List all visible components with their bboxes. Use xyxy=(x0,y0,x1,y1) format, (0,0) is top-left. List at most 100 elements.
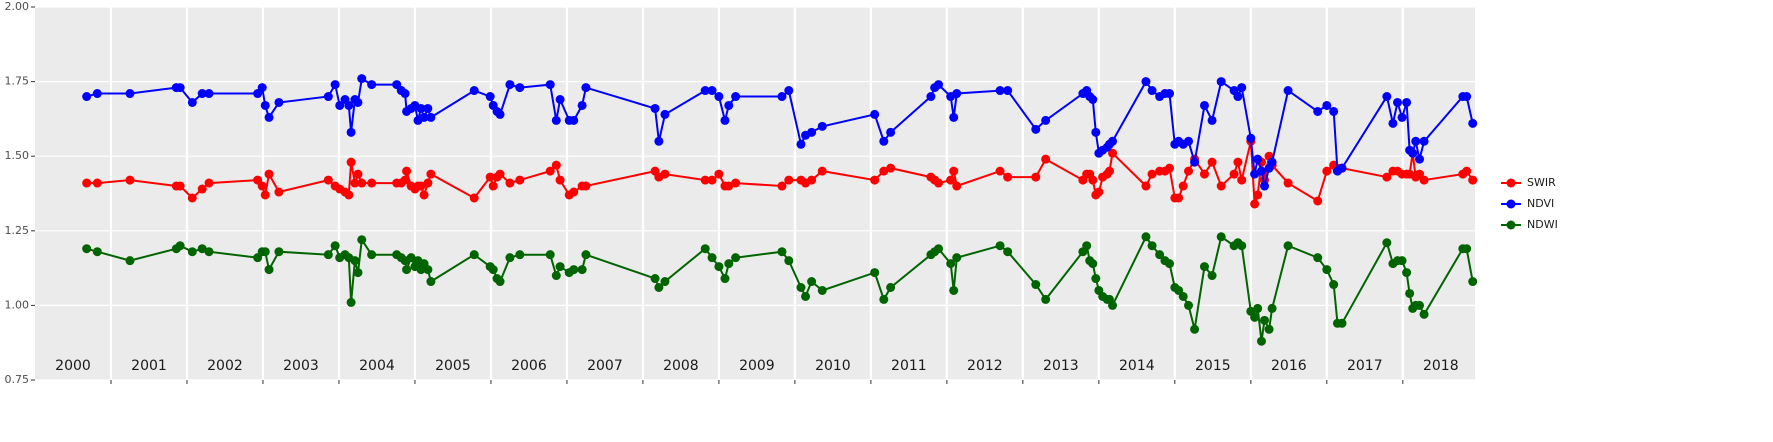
point xyxy=(260,100,270,110)
point xyxy=(1462,92,1472,102)
point xyxy=(777,181,787,191)
point xyxy=(1147,86,1157,96)
year-label: 2001 xyxy=(131,358,167,374)
point xyxy=(1216,232,1226,242)
point xyxy=(1190,324,1200,334)
point xyxy=(569,187,579,197)
point xyxy=(1322,100,1332,110)
point xyxy=(1155,250,1165,260)
point xyxy=(700,175,710,185)
point xyxy=(82,92,92,102)
point xyxy=(886,282,896,292)
point xyxy=(1178,181,1188,191)
point xyxy=(1088,259,1098,269)
point xyxy=(515,83,525,93)
point xyxy=(555,95,565,105)
point xyxy=(505,80,515,90)
point xyxy=(1337,318,1347,328)
point xyxy=(1468,118,1478,128)
point xyxy=(1388,118,1398,128)
point xyxy=(995,166,1005,176)
point xyxy=(92,247,102,257)
point xyxy=(367,250,377,260)
point xyxy=(1233,92,1243,102)
point xyxy=(1283,241,1293,251)
point xyxy=(1031,124,1041,134)
point xyxy=(934,178,944,188)
point xyxy=(515,175,525,185)
point xyxy=(1267,157,1277,167)
point xyxy=(714,262,724,272)
point xyxy=(777,247,787,257)
point xyxy=(204,89,214,99)
point xyxy=(660,169,670,179)
point xyxy=(1174,193,1184,203)
y-tick-label: 1.25 xyxy=(5,224,30,237)
point xyxy=(946,259,956,269)
point xyxy=(1397,256,1407,266)
point xyxy=(1216,77,1226,87)
point xyxy=(807,127,817,137)
point xyxy=(469,86,479,96)
point xyxy=(551,115,561,125)
point xyxy=(784,175,794,185)
point xyxy=(260,190,270,200)
point xyxy=(1207,115,1217,125)
point xyxy=(485,92,495,102)
point xyxy=(1313,106,1323,116)
point xyxy=(1313,253,1323,263)
legend-label: SWIR xyxy=(1527,176,1556,189)
point xyxy=(707,86,717,96)
point xyxy=(1462,244,1472,254)
point xyxy=(187,247,197,257)
year-label: 2007 xyxy=(587,358,623,374)
y-tick-label: 2.00 xyxy=(5,0,30,13)
point xyxy=(1264,324,1274,334)
point xyxy=(1207,157,1217,167)
point xyxy=(344,190,354,200)
point xyxy=(581,250,591,260)
point xyxy=(1041,154,1051,164)
point xyxy=(1322,166,1332,176)
point xyxy=(1199,169,1209,179)
y-tick-label: 1.50 xyxy=(5,149,30,162)
point xyxy=(1337,163,1347,173)
point xyxy=(350,178,360,188)
point xyxy=(724,100,734,110)
point xyxy=(488,265,498,275)
point xyxy=(870,268,880,278)
point xyxy=(125,175,135,185)
year-label: 2014 xyxy=(1119,358,1155,374)
point xyxy=(870,109,880,119)
year-label: 2015 xyxy=(1195,358,1231,374)
point xyxy=(879,166,889,176)
point xyxy=(879,294,889,304)
point xyxy=(777,92,787,102)
point xyxy=(700,86,710,96)
point xyxy=(125,256,135,266)
legend-key xyxy=(1506,178,1516,188)
point xyxy=(92,89,102,99)
point xyxy=(82,178,92,188)
point xyxy=(807,175,817,185)
point xyxy=(423,265,433,275)
y-tick-label: 1.00 xyxy=(5,298,30,311)
point xyxy=(817,121,827,131)
point xyxy=(1041,115,1051,125)
point xyxy=(197,184,207,194)
year-label: 2017 xyxy=(1347,358,1383,374)
year-label: 2010 xyxy=(815,358,851,374)
point xyxy=(551,271,561,281)
point xyxy=(1165,89,1175,99)
point xyxy=(926,92,936,102)
point xyxy=(731,253,741,263)
point xyxy=(419,112,429,122)
point xyxy=(1237,83,1247,93)
point xyxy=(660,109,670,119)
point xyxy=(1104,166,1114,176)
point xyxy=(660,277,670,287)
point xyxy=(886,163,896,173)
point xyxy=(1094,187,1104,197)
point xyxy=(1003,86,1013,96)
